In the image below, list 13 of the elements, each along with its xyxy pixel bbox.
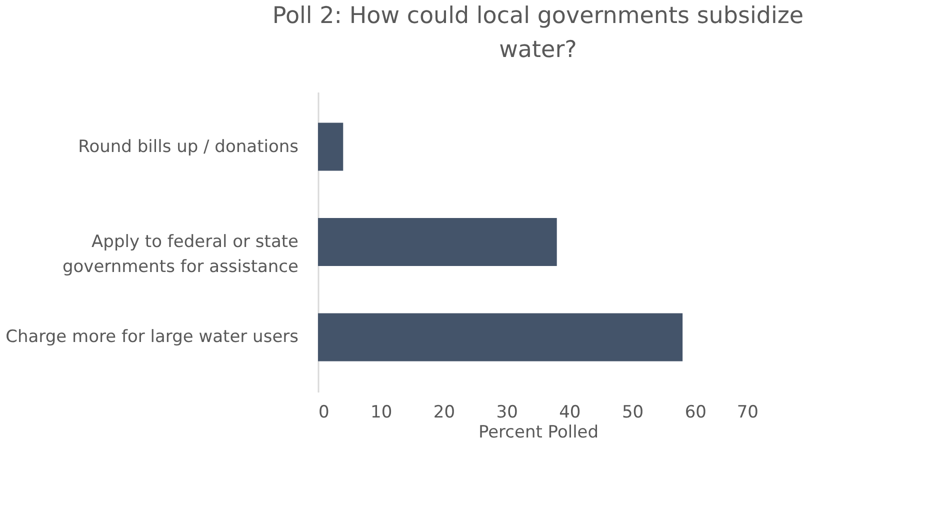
chart-title: Poll 2: How could local governments subsidize water?	[272, 3, 804, 63]
y-tick-label: Apply to federal or state governments for assistance	[62, 232, 298, 277]
x-tick-label: 60	[684, 402, 706, 422]
y-tick-label: Round bills up / donations	[78, 136, 299, 157]
y-tick-label: Charge more for large water users	[6, 327, 299, 348]
x-tick-label: 0	[318, 402, 330, 422]
x-tick-label: 70	[736, 402, 758, 422]
x-axis-title: Percent Polled	[478, 422, 599, 442]
x-tick-label: 50	[622, 402, 644, 422]
x-tick-label: 20	[433, 402, 456, 422]
x-tick-label: 10	[370, 402, 392, 422]
x-tick-label: 40	[559, 402, 581, 422]
x-tick-label: 30	[496, 402, 518, 422]
